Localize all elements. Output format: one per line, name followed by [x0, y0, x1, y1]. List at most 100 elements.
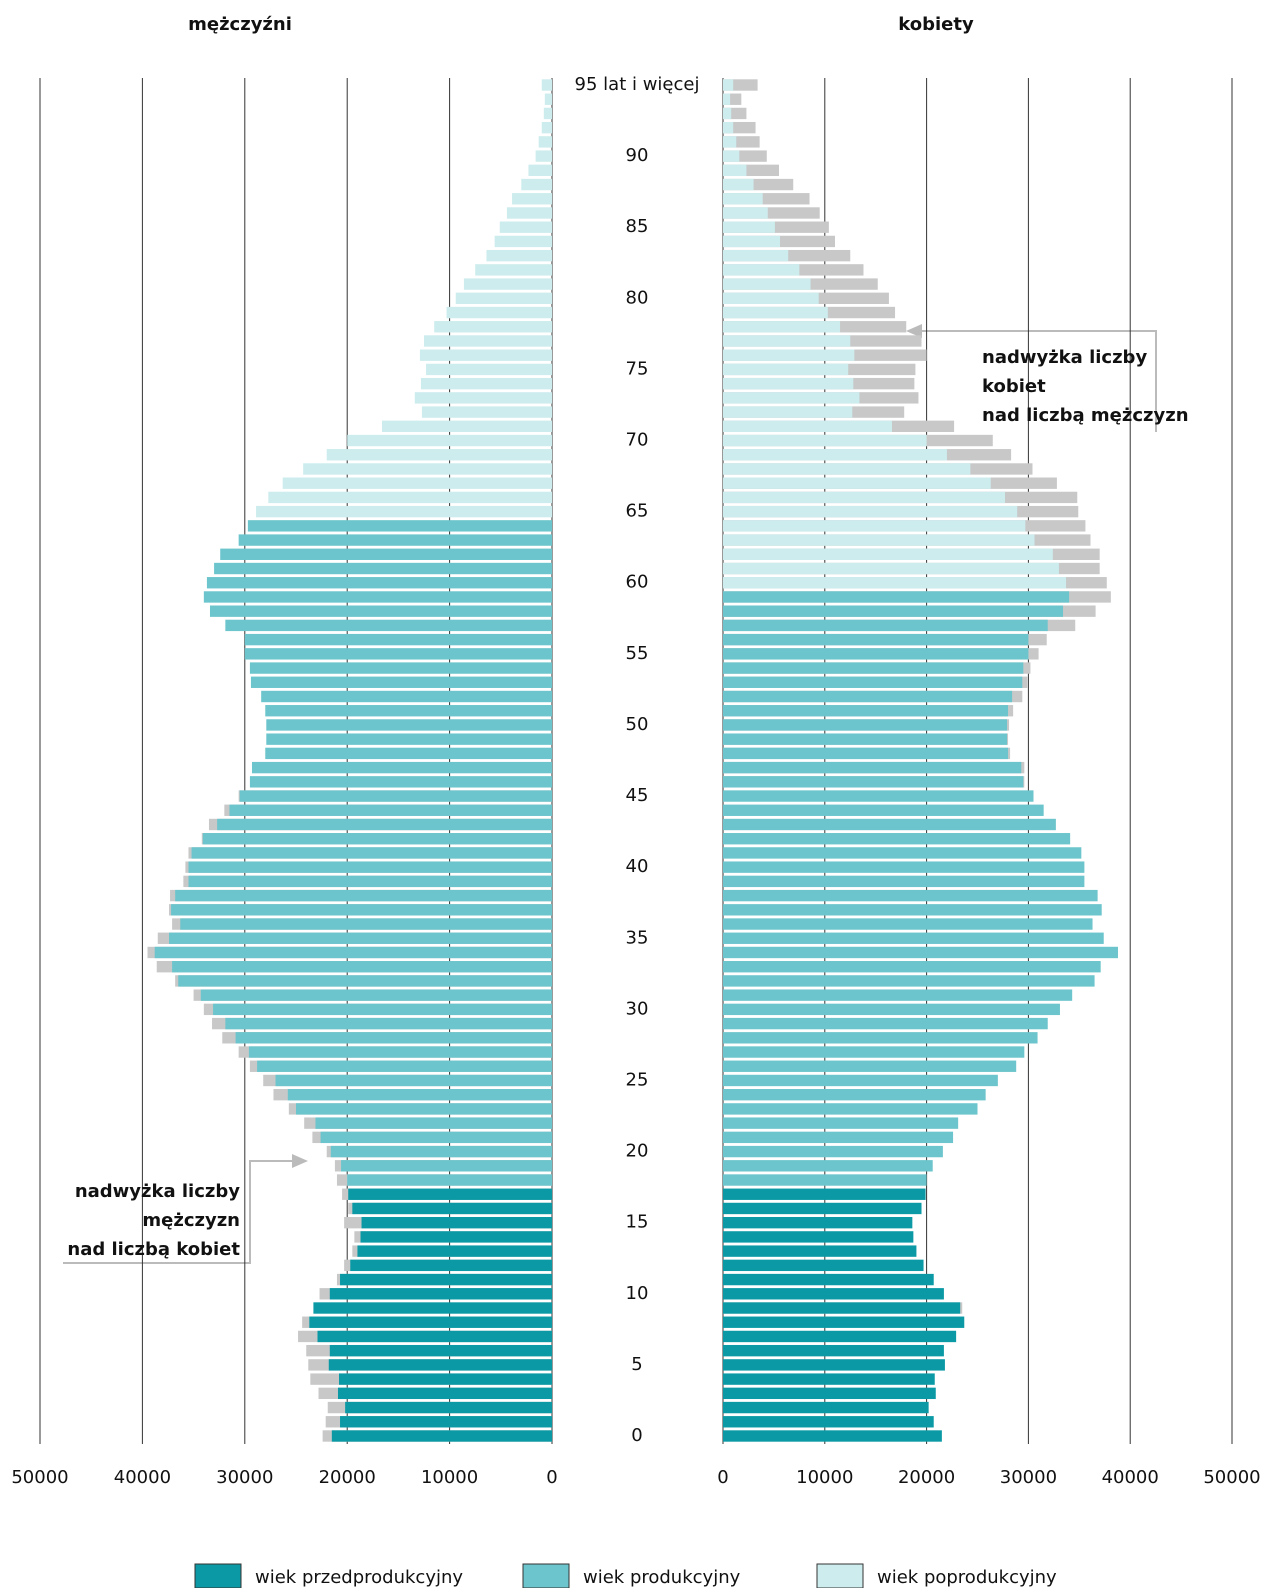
- bar: [723, 733, 1008, 745]
- bar: [528, 164, 552, 177]
- legend-swatch: [194, 1563, 242, 1588]
- bar: [723, 1131, 954, 1144]
- surplus-bar: [723, 107, 747, 120]
- bar: [723, 434, 927, 447]
- bar: [723, 335, 851, 347]
- bar: [723, 1387, 936, 1400]
- bar: [723, 619, 1048, 632]
- bar: [723, 1174, 927, 1186]
- bar: [723, 235, 781, 248]
- bar: [261, 690, 552, 703]
- bar: [723, 1216, 913, 1229]
- bar: [329, 1288, 552, 1300]
- bar: [723, 1074, 998, 1087]
- bar: [543, 107, 552, 120]
- bar: [320, 1131, 552, 1144]
- bar: [434, 321, 552, 333]
- bar: [350, 1259, 552, 1272]
- bar: [723, 975, 1095, 987]
- x-tick-label: 20000: [898, 1467, 955, 1488]
- bar: [723, 1373, 935, 1385]
- x-tick-label: 20000: [319, 1467, 376, 1488]
- bar: [213, 1003, 552, 1016]
- bar: [723, 1401, 929, 1414]
- bar: [723, 1188, 926, 1200]
- age-label: 40: [626, 856, 649, 877]
- bar: [188, 861, 553, 873]
- bar: [723, 790, 1034, 802]
- bar: [723, 406, 853, 418]
- bar: [723, 1003, 1060, 1016]
- bar: [723, 904, 1102, 916]
- bar: [723, 93, 731, 105]
- bar: [229, 804, 552, 816]
- annotation: nadwyżka liczby: [982, 347, 1147, 368]
- bar: [723, 633, 1029, 646]
- bar: [723, 1089, 986, 1101]
- age-label: 10: [626, 1283, 649, 1304]
- bar: [723, 392, 860, 404]
- bar: [723, 1245, 917, 1257]
- bar: [723, 946, 1118, 959]
- bar: [494, 235, 552, 248]
- bar: [723, 577, 1067, 589]
- bar: [287, 1089, 552, 1101]
- surplus-bar: [723, 164, 779, 177]
- legend-swatch: [816, 1563, 864, 1588]
- x-tick-label: 50000: [1203, 1467, 1260, 1488]
- bar: [723, 833, 1071, 845]
- bar: [169, 932, 553, 944]
- bar: [329, 1344, 552, 1357]
- bar: [723, 889, 1098, 902]
- bar: [328, 1359, 552, 1371]
- bar: [723, 761, 1022, 774]
- bar: [535, 150, 552, 162]
- bar: [340, 1273, 552, 1286]
- bar: [723, 221, 775, 233]
- bar: [455, 292, 552, 305]
- bar: [282, 477, 552, 489]
- bar: [723, 463, 971, 475]
- bar: [265, 747, 552, 760]
- bar: [723, 449, 947, 461]
- bar: [486, 249, 552, 262]
- bar: [723, 989, 1073, 1001]
- bar: [244, 648, 553, 660]
- legend-label: wiek przedprodukcyjny: [255, 1567, 463, 1588]
- annotation: mężczyzn: [142, 1210, 240, 1231]
- bar: [171, 904, 552, 916]
- bar: [225, 1017, 552, 1030]
- bar: [424, 335, 552, 347]
- bar: [723, 520, 1026, 532]
- age-label: 35: [626, 927, 649, 948]
- bar: [249, 776, 553, 788]
- bar: [723, 961, 1101, 973]
- bar: [723, 705, 1009, 717]
- surplus-bar: [723, 207, 820, 219]
- bar: [309, 1316, 552, 1328]
- bar: [723, 491, 1005, 504]
- bar: [723, 377, 854, 390]
- bar: [723, 747, 1009, 760]
- bar: [337, 1387, 552, 1400]
- bar: [723, 918, 1093, 930]
- bar: [499, 221, 552, 233]
- bar: [723, 605, 1064, 617]
- bar: [154, 946, 553, 959]
- panel-title: mężczyźni: [188, 14, 292, 35]
- arrow-head: [292, 1154, 308, 1168]
- bar: [256, 505, 552, 518]
- bar: [331, 1430, 552, 1442]
- bar: [206, 577, 553, 589]
- bar: [723, 107, 732, 120]
- bar: [723, 292, 819, 305]
- bar: [339, 1373, 552, 1385]
- bar: [265, 705, 552, 717]
- bar: [723, 719, 1008, 731]
- bar: [313, 1302, 552, 1314]
- bar: [723, 150, 740, 162]
- bar: [202, 833, 553, 845]
- age-label: 15: [626, 1212, 649, 1233]
- bar: [175, 889, 552, 902]
